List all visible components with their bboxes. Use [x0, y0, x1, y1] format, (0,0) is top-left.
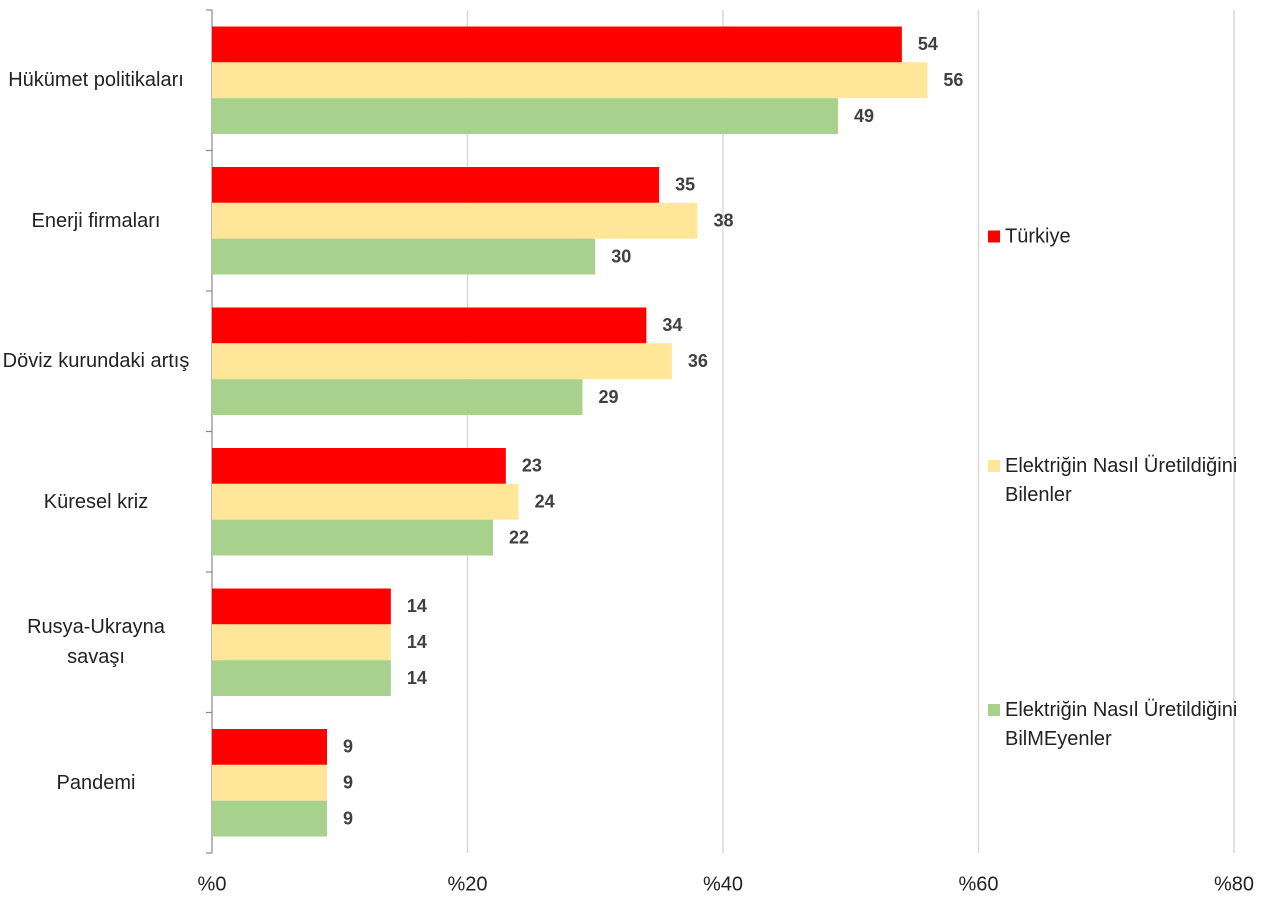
- x-tick-label: %0: [198, 873, 227, 895]
- category-label: Pandemi: [56, 771, 136, 794]
- value-label: 54: [918, 34, 938, 54]
- category-label: Enerji firmaları: [31, 209, 161, 232]
- bar: [212, 167, 660, 203]
- bar: [212, 238, 596, 275]
- legend-label: Elektriğin Nasıl Üretildiğini BilMEyenle…: [1005, 699, 1238, 750]
- bar: [212, 483, 519, 520]
- value-label: 14: [407, 632, 427, 652]
- value-label: 14: [407, 596, 427, 616]
- bar: [212, 379, 583, 415]
- x-tick-label: %80: [1214, 873, 1254, 895]
- bar: [212, 729, 327, 765]
- value-label: 29: [598, 387, 618, 407]
- legend-item: Elektriğin Nasıl Üretildiğini Bilenler: [988, 452, 1258, 510]
- bar: [212, 660, 391, 696]
- value-label: 49: [854, 106, 874, 126]
- legend-swatch: [988, 704, 1000, 716]
- value-label: 14: [407, 668, 427, 688]
- value-label: 35: [675, 175, 695, 195]
- bar: [212, 448, 506, 484]
- value-label: 9: [343, 737, 353, 757]
- value-label: 34: [662, 315, 682, 335]
- x-tick-label: %40: [703, 873, 743, 895]
- value-label: 36: [688, 351, 708, 371]
- value-label: 22: [509, 527, 529, 547]
- value-label: 9: [343, 773, 353, 793]
- legend-label: Türkiye: [1005, 225, 1071, 248]
- bar: [212, 519, 494, 556]
- category-label: Küresel kriz: [43, 490, 149, 513]
- legend-label: Elektriğin Nasıl Üretildiğini Bilenler: [1005, 455, 1238, 506]
- category-label: Döviz kurundaki artış: [2, 350, 190, 373]
- value-label: 56: [943, 70, 963, 90]
- bar: [212, 800, 327, 837]
- bar: [212, 588, 391, 625]
- legend-item: Türkiye: [988, 223, 1258, 252]
- legend-swatch: [988, 230, 1000, 243]
- bar: [212, 764, 327, 801]
- x-tick-label: %20: [447, 873, 487, 895]
- value-label: 24: [535, 492, 555, 512]
- bar: [212, 624, 391, 661]
- bar: [212, 202, 698, 239]
- category-label: Hükümet politikaları: [8, 69, 184, 92]
- bar: [212, 62, 928, 99]
- bar: [212, 26, 902, 63]
- value-label: 30: [611, 246, 631, 266]
- bar: [212, 307, 647, 344]
- legend-item: Elektriğin Nasıl Üretildiğini BilMEyenle…: [988, 696, 1258, 754]
- value-label: 9: [343, 808, 353, 828]
- value-label: 23: [522, 456, 542, 476]
- value-label: 38: [713, 211, 733, 231]
- category-label: Rusya-Ukrayna savaşı: [27, 616, 165, 669]
- x-tick-label: %60: [958, 873, 998, 895]
- bar: [212, 343, 672, 380]
- bar: [212, 98, 838, 134]
- legend-swatch: [988, 460, 1000, 472]
